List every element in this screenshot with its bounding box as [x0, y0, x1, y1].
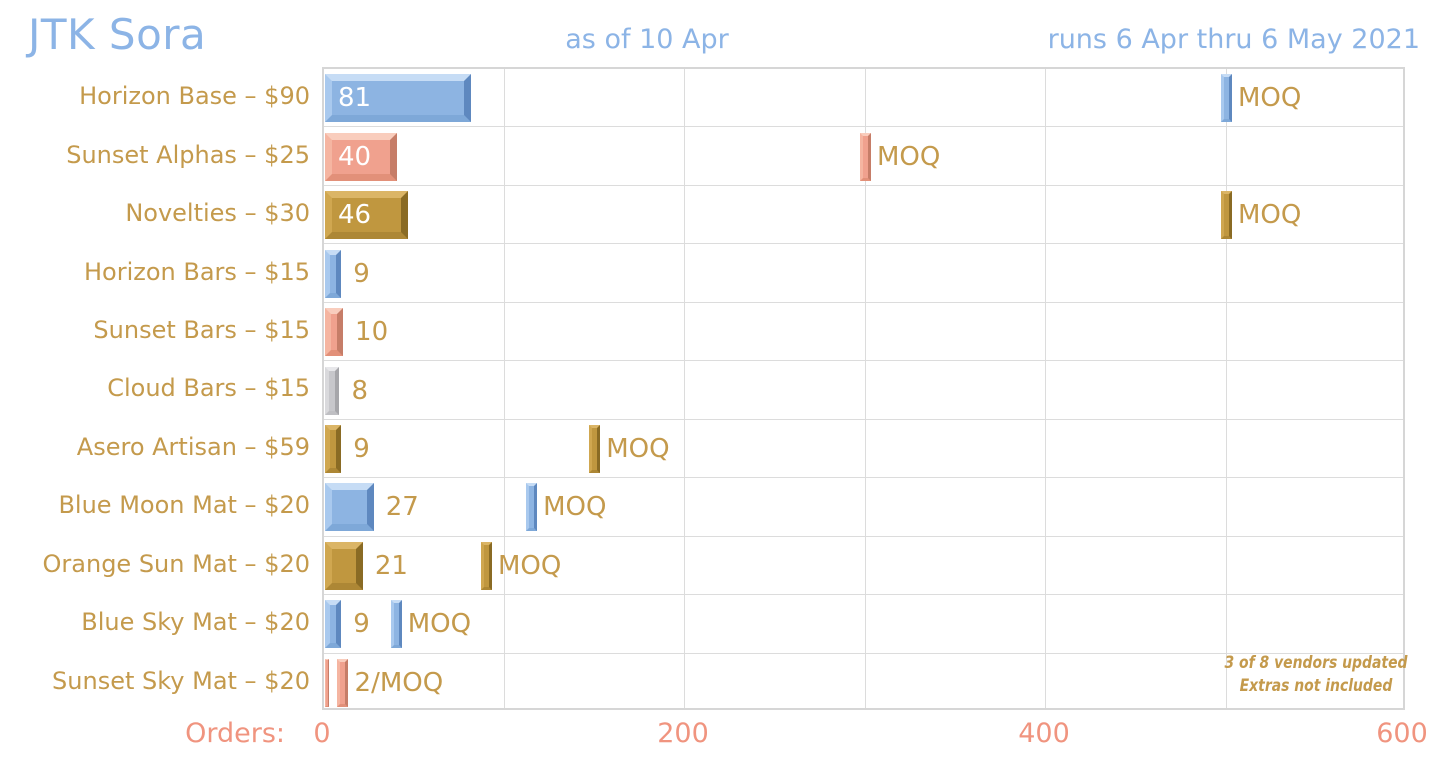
horizontal-gridline: [324, 185, 1403, 186]
horizontal-gridline: [324, 419, 1403, 420]
bar-value: 21: [374, 550, 408, 581]
page-title: JTK Sora: [28, 10, 207, 59]
order-bar[interactable]: [325, 74, 472, 123]
category-label: Blue Sky Mat – $20: [81, 608, 310, 637]
order-bar[interactable]: [325, 483, 374, 532]
category-label: Orange Sun Mat – $20: [42, 549, 310, 578]
bar-value: 2/MOQ: [354, 667, 444, 698]
bar-value: 10: [355, 317, 389, 348]
category-label: Horizon Base – $90: [79, 82, 310, 111]
x-axis-tick: 200: [657, 718, 709, 749]
moq-label: MOQ: [606, 433, 670, 464]
moq-marker[interactable]: [860, 132, 871, 181]
category-label: Sunset Alphas – $25: [66, 140, 310, 169]
vertical-gridline: [684, 69, 685, 708]
bar-value: 46: [338, 200, 372, 231]
moq-label: MOQ: [543, 492, 607, 523]
vertical-gridline: [503, 69, 505, 708]
bar-value: 9: [353, 609, 370, 640]
order-bar[interactable]: [325, 541, 363, 590]
vertical-gridline: [1225, 69, 1227, 708]
moq-marker[interactable]: [526, 483, 538, 532]
category-label: Novelties – $30: [125, 199, 310, 228]
order-bar[interactable]: [325, 600, 342, 649]
category-label: Cloud Bars – $15: [107, 374, 310, 403]
horizontal-gridline: [324, 653, 1403, 654]
category-label: Sunset Sky Mat – $20: [52, 666, 310, 695]
bar-value: 27: [385, 492, 419, 523]
x-axis-label: Orders:: [185, 718, 285, 749]
order-bar[interactable]: [325, 249, 342, 298]
horizontal-gridline: [324, 126, 1403, 127]
footnote-line: Extras not included: [1239, 676, 1393, 696]
horizontal-gridline: [324, 360, 1403, 361]
category-label: Blue Moon Mat – $20: [58, 491, 310, 520]
vertical-gridline: [1045, 69, 1046, 708]
bar-value: 9: [353, 433, 370, 464]
horizontal-gridline: [324, 302, 1403, 303]
category-label: Sunset Bars – $15: [93, 316, 310, 345]
horizontal-gridline: [324, 536, 1403, 537]
moq-label: MOQ: [497, 550, 562, 581]
footnote-line: 3 of 8 vendors updated: [1224, 653, 1408, 673]
x-axis-tick: 0: [313, 718, 331, 749]
moq-label: MOQ: [877, 141, 941, 172]
moq-marker[interactable]: [589, 424, 601, 473]
orders-bar-chart: 81 MOQ 40 MOQ 46 MOQ 9 10 8 MOQ 9 MOQ 27 MOQ 21 MOQ 9 2/M…: [322, 67, 1405, 710]
moq-marker[interactable]: [1221, 74, 1232, 123]
horizontal-gridline: [324, 243, 1403, 244]
order-bar[interactable]: [325, 424, 342, 473]
order-bar[interactable]: [325, 132, 398, 181]
bar-value: 81: [338, 83, 372, 114]
order-bar[interactable]: [325, 308, 344, 357]
bar-value: 8: [351, 375, 368, 406]
moq-label: MOQ: [1238, 200, 1302, 231]
horizontal-gridline: [324, 477, 1403, 478]
category-label: Asero Artisan – $59: [76, 432, 310, 461]
x-axis-tick: 600: [1376, 718, 1428, 749]
category-label: Horizon Bars – $15: [84, 257, 310, 286]
vertical-gridline: [864, 69, 866, 708]
x-axis-tick: 400: [1018, 718, 1070, 749]
order-bar[interactable]: [325, 191, 409, 240]
horizontal-gridline: [324, 594, 1403, 595]
footnote: 3 of 8 vendors updated Extras not include…: [1188, 652, 1444, 698]
order-bar[interactable]: [325, 658, 329, 707]
bar-value: 40: [338, 141, 372, 172]
moq-marker[interactable]: [1221, 191, 1232, 240]
moq-label: MOQ: [407, 609, 472, 640]
bar-value: 9: [353, 258, 370, 289]
moq-marker[interactable]: [480, 541, 492, 590]
moq-label: MOQ: [1238, 83, 1302, 114]
campaign-date-range: runs 6 Apr thru 6 May 2021: [1047, 24, 1420, 55]
moq-marker[interactable]: [336, 658, 348, 707]
moq-marker[interactable]: [390, 600, 402, 649]
as-of-date: as of 10 Apr: [565, 24, 729, 55]
order-bar[interactable]: [325, 366, 340, 415]
